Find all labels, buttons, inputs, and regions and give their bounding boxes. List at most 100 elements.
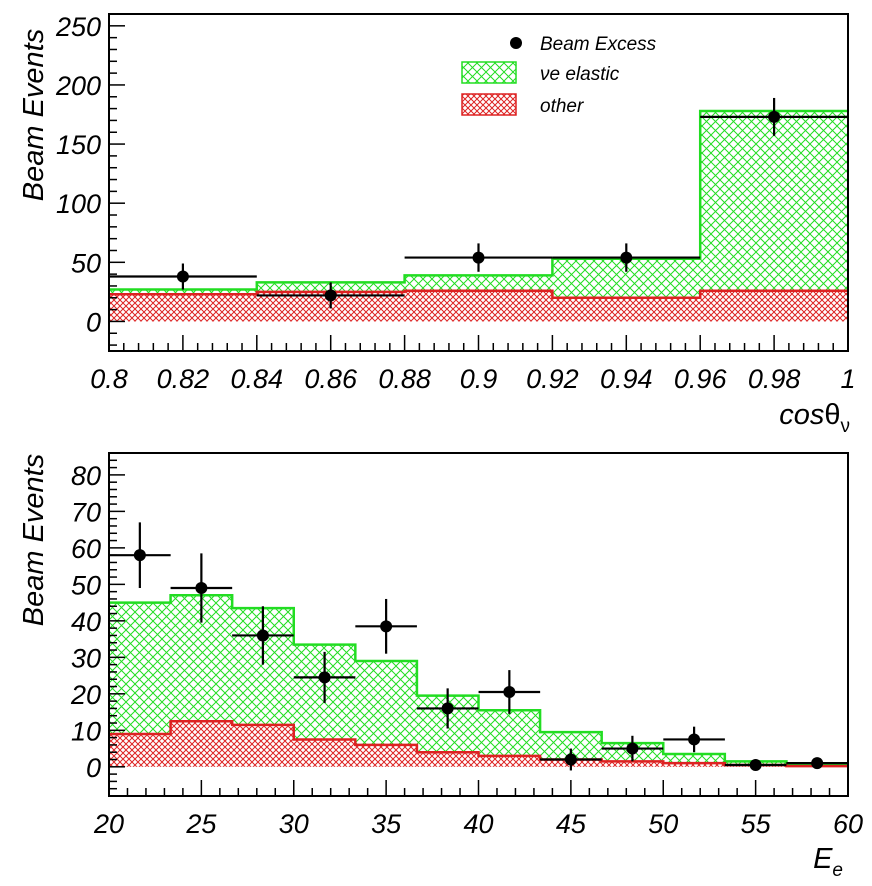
bottom-nue-outline <box>109 594 848 766</box>
legend-label-nue-elastic: νe elastic <box>540 64 620 85</box>
bottom-nue-bin-7 <box>478 710 541 756</box>
bottom-data-point-2 <box>170 553 233 623</box>
top-y-tick-label-2: 100 <box>56 189 101 219</box>
top-x-tick-label-10: 1 <box>840 364 855 394</box>
bottom-x-tick-label-0: 20 <box>93 809 124 839</box>
bottom-x-tick-label-2: 30 <box>279 809 309 839</box>
bottom-data-point-9 <box>601 735 664 762</box>
bottom-data-point-10 <box>663 726 725 753</box>
top-y-tick-label-4: 200 <box>55 71 101 101</box>
top-data-point-2 <box>256 282 405 309</box>
bottom-x-axis-title: Ee <box>813 843 843 881</box>
bottom-nue-bin-10 <box>663 754 725 764</box>
bottom-data-point-6 <box>416 688 479 729</box>
bottom-marker-7 <box>503 686 516 699</box>
bottom-other-outline <box>109 719 848 768</box>
bottom-y-tick-label-0: 0 <box>86 753 101 783</box>
bottom-other-bin-5 <box>355 744 417 767</box>
top-nue-outline <box>109 109 848 291</box>
top-x-axis-title: cosθν <box>779 399 850 437</box>
bottom-marker-8 <box>564 753 577 766</box>
top-marker-5 <box>768 110 781 123</box>
top-y-axis-title: Beam Events <box>18 29 50 201</box>
top-x-tick-label-4: 0.88 <box>378 364 431 394</box>
top-marker-4 <box>620 251 633 264</box>
bottom-marker-6 <box>441 702 454 715</box>
bottom-marker-12 <box>811 757 824 770</box>
top-y-tick-label-0: 0 <box>86 307 101 337</box>
bottom-y-tick-label-4: 40 <box>71 607 101 637</box>
top-other-bin-1 <box>109 294 257 322</box>
bottom-other-bin-1 <box>109 733 171 767</box>
bottom-marker-1 <box>133 549 146 562</box>
top-x-tick-label-2: 0.84 <box>231 364 284 394</box>
top-data-point-5 <box>700 97 848 136</box>
top-x-tick-label-9: 0.98 <box>748 364 801 394</box>
top-marker-1 <box>176 270 189 283</box>
bottom-y-axis-title: Beam Events <box>18 454 50 626</box>
bottom-marker-3 <box>256 629 269 642</box>
bottom-x-tick-label-3: 35 <box>371 809 402 839</box>
bottom-y-tick-label-3: 30 <box>71 643 101 673</box>
top-data-point-4 <box>552 243 701 272</box>
top-x-tick-label-6: 0.92 <box>526 364 579 394</box>
top-x-tick-label-0: 0.8 <box>90 364 128 394</box>
top-x-tick-label-8: 0.96 <box>674 364 728 394</box>
bottom-marker-2 <box>195 582 208 595</box>
bottom-other-bin-4 <box>293 739 356 767</box>
bottom-x-tick-label-4: 40 <box>463 809 493 839</box>
top-data-point-1 <box>109 263 257 290</box>
bottom-x-tick-label-1: 25 <box>185 809 217 839</box>
top-x-tick-label-5: 0.9 <box>460 364 498 394</box>
bottom-marker-5 <box>380 620 393 633</box>
bottom-x-tick-label-6: 50 <box>648 809 678 839</box>
legend-marker-beam-excess <box>510 37 522 49</box>
bottom-data-point-5 <box>355 598 417 654</box>
bottom-x-tick-label-7: 55 <box>741 809 772 839</box>
bottom-other-bin-3 <box>232 724 294 767</box>
bottom-other-bin-7 <box>478 755 541 767</box>
legend: Beam Excess νe elastic other <box>461 34 657 117</box>
legend-label-other: other <box>540 96 584 117</box>
bottom-y-tick-label-8: 80 <box>71 461 101 491</box>
top-y-tick-label-3: 150 <box>56 130 101 160</box>
bottom-other-bin-9 <box>601 761 664 767</box>
bottom-marker-10 <box>688 733 701 746</box>
bottom-data-point-1 <box>109 522 171 589</box>
bottom-data-point-12 <box>786 757 848 770</box>
top-x-tick-label-1: 0.82 <box>157 364 210 394</box>
bottom-y-tick-label-6: 60 <box>71 534 101 564</box>
top-x-tick-label-3: 0.86 <box>304 364 358 394</box>
top-other-bin-3 <box>404 290 553 322</box>
bottom-data-point-11 <box>724 758 787 771</box>
bottom-nue-bin-5 <box>355 660 417 745</box>
bottom-nue-bin-1 <box>109 602 171 734</box>
bottom-x-tick-label-8: 60 <box>833 809 863 839</box>
legend-label-beam-excess: Beam Excess <box>540 34 657 55</box>
legend-swatch-other <box>461 93 517 116</box>
panel-bottom: 20 25 30 35 40 45 50 55 60 0 10 20 30 40 50 60 70 80 Beam… <box>18 452 863 881</box>
bottom-other-bin-6 <box>416 752 479 767</box>
bottom-data-point-8 <box>540 748 602 771</box>
top-nue-bin-1 <box>109 289 257 295</box>
top-other-bin-5 <box>700 290 848 322</box>
top-nue-bin-3 <box>404 275 553 291</box>
top-other-bin-4 <box>552 297 701 322</box>
bottom-y-tick-label-1: 10 <box>71 716 101 746</box>
bottom-y-tick-label-5: 50 <box>71 570 101 600</box>
top-other-outline <box>109 289 848 300</box>
bottom-marker-11 <box>749 758 762 771</box>
panel-top: 0.8 0.82 0.84 0.86 0.88 0.9 0.92 0.94 0.96 0.98 10… <box>18 12 856 437</box>
bottom-y-tick-label-7: 70 <box>71 497 101 527</box>
top-data-point-3 <box>404 243 553 272</box>
top-nue-bin-5 <box>700 110 848 291</box>
bottom-other-bin-2 <box>170 721 233 767</box>
bottom-marker-9 <box>626 742 639 755</box>
top-marker-3 <box>472 251 485 264</box>
bottom-data-point-3 <box>232 606 294 665</box>
bottom-data-point-7 <box>478 670 541 714</box>
top-x-tick-label-7: 0.94 <box>600 364 653 394</box>
top-marker-2 <box>324 289 337 302</box>
bottom-marker-4 <box>318 671 331 684</box>
